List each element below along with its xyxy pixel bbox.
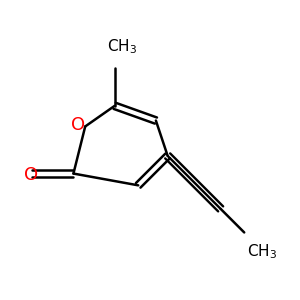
Text: CH$_3$: CH$_3$ xyxy=(107,37,137,56)
Text: CH$_3$: CH$_3$ xyxy=(247,243,277,261)
Text: O: O xyxy=(71,116,85,134)
Text: O: O xyxy=(24,166,38,184)
